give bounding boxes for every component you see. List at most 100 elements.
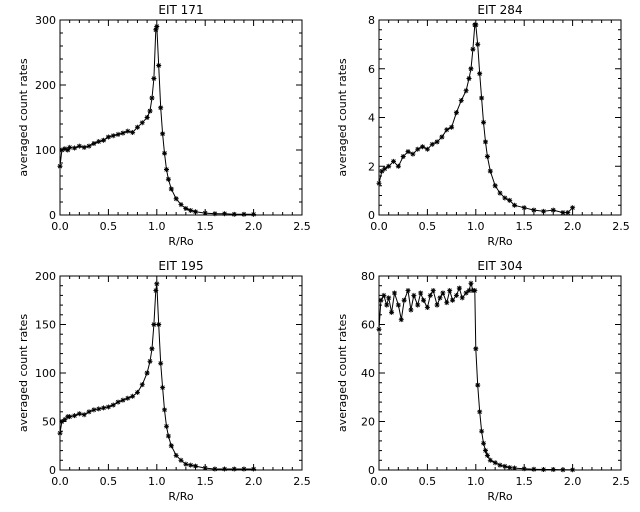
y-tick-label: 0 — [368, 209, 375, 222]
data-point-marker — [125, 128, 131, 134]
data-point-marker — [507, 197, 513, 203]
data-point-marker — [472, 288, 478, 294]
data-point-marker — [163, 423, 169, 429]
data-point-marker — [391, 158, 397, 164]
data-point-marker — [251, 466, 257, 472]
data-point-marker — [421, 297, 427, 303]
data-point-marker — [497, 190, 503, 196]
x-tick-label: 1.0 — [148, 475, 166, 488]
data-point-marker — [144, 370, 150, 376]
data-point-marker — [473, 346, 479, 352]
x-tick-label: 0.0 — [370, 475, 388, 488]
data-point-marker — [386, 295, 392, 301]
data-point-marker — [444, 127, 450, 133]
data-point-marker — [154, 281, 160, 287]
data-point-marker — [81, 412, 87, 418]
data-point-marker — [477, 71, 483, 77]
y-tick-label: 100 — [35, 144, 56, 157]
data-point-marker — [521, 205, 527, 211]
data-point-marker — [401, 297, 407, 303]
data-point-marker — [408, 307, 414, 313]
data-point-marker — [81, 144, 87, 150]
data-point-marker — [178, 202, 184, 208]
y-tick-label: 4 — [368, 112, 375, 125]
data-point-marker — [424, 305, 430, 311]
y-tick-label: 0 — [368, 464, 375, 477]
y-tick-label: 100 — [35, 367, 56, 380]
data-point-marker — [139, 382, 145, 388]
data-point-marker — [72, 145, 78, 151]
data-point-marker — [550, 467, 556, 473]
data-point-marker — [475, 382, 481, 388]
x-tick-label: 2.5 — [612, 220, 630, 233]
data-point-marker — [147, 108, 153, 114]
data-point-marker — [173, 452, 179, 458]
data-point-marker — [153, 27, 159, 33]
data-point-marker — [222, 466, 228, 472]
data-point-marker — [120, 397, 126, 403]
y-tick-label: 150 — [35, 319, 56, 332]
data-point-marker — [59, 147, 65, 153]
x-tick-label: 0.5 — [419, 220, 437, 233]
y-tick-label: 6 — [368, 63, 375, 76]
data-point-marker — [378, 297, 384, 303]
data-point-marker — [398, 317, 404, 323]
data-point-marker — [96, 406, 102, 412]
data-point-marker — [241, 211, 247, 217]
data-point-marker — [101, 405, 107, 411]
data-point-marker — [512, 202, 518, 208]
x-axis-label: R/Ro — [168, 490, 193, 503]
data-point-marker — [202, 210, 208, 216]
series-line — [378, 281, 573, 471]
data-point-marker — [424, 146, 430, 152]
data-point-marker — [512, 465, 518, 471]
data-point-marker — [427, 292, 433, 298]
data-point-marker — [231, 466, 237, 472]
x-tick-label: 0.5 — [100, 220, 118, 233]
y-axis-label: averaged count rates — [17, 58, 30, 176]
y-tick-label: 2 — [368, 160, 375, 173]
data-point-marker — [57, 163, 63, 169]
data-point-marker — [440, 290, 446, 296]
y-axis-label: averaged count rates — [336, 314, 349, 432]
y-axis-label: averaged count rates — [17, 314, 30, 432]
data-point-marker — [502, 463, 508, 469]
x-tick-label: 1.5 — [515, 220, 533, 233]
data-point-marker — [379, 168, 385, 174]
chart-panel-1: EIT 171 0.0 0.5 1.0 1.5 2.0 2.5 0 100 200 300 R/Ro a… — [17, 3, 311, 248]
data-point-marker — [110, 402, 116, 408]
data-point-marker — [570, 467, 576, 473]
x-axis-label: R/Ro — [487, 235, 512, 248]
data-point-marker — [411, 292, 417, 298]
data-point-marker — [188, 207, 194, 213]
data-point-marker — [188, 462, 194, 468]
data-point-marker — [482, 139, 488, 145]
data-point-marker — [139, 120, 145, 126]
x-tick-label: 0.0 — [51, 475, 69, 488]
data-point-marker — [173, 196, 179, 202]
plot-frame — [378, 19, 622, 216]
series-line — [59, 283, 254, 470]
data-point-marker — [158, 360, 164, 366]
data-point-marker — [481, 440, 487, 446]
y-tick-label: 200 — [35, 270, 56, 283]
data-point-marker — [147, 358, 153, 364]
data-point-marker — [67, 144, 73, 150]
data-point-marker — [484, 452, 490, 458]
data-point-marker — [463, 88, 469, 94]
data-point-marker — [134, 389, 140, 395]
data-point-marker — [531, 466, 537, 472]
data-point-marker — [531, 207, 537, 213]
data-point-marker — [125, 395, 131, 401]
data-point-marker — [492, 183, 498, 189]
data-point-marker — [120, 130, 126, 136]
data-point-marker — [163, 167, 169, 172]
data-point-marker — [560, 467, 566, 473]
data-point-marker — [134, 124, 140, 130]
data-point-marker — [165, 433, 171, 439]
data-point-marker — [105, 134, 111, 140]
series-line — [59, 26, 254, 215]
chart-title: EIT 284 — [477, 3, 522, 17]
data-point-marker — [86, 143, 92, 149]
